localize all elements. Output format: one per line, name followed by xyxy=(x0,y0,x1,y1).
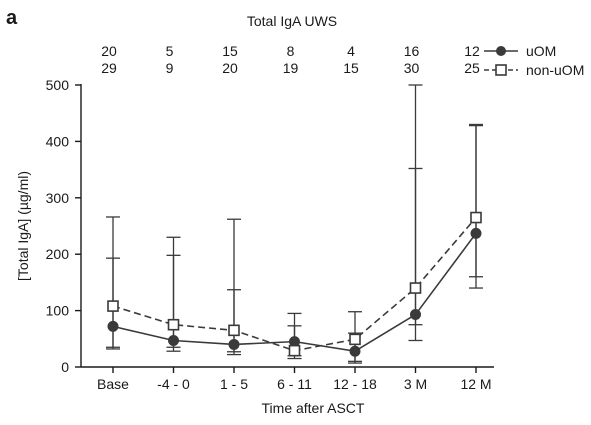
chart-title: Total IgA UWS xyxy=(247,13,337,29)
data-point-non-uom xyxy=(288,344,301,357)
data-point-uom xyxy=(410,309,421,321)
legend-marker xyxy=(496,46,506,56)
x-tick-label: Base xyxy=(97,376,129,392)
sample-count: 16 xyxy=(404,43,420,59)
legend-label: uOM xyxy=(526,43,556,59)
y-tick-label: 400 xyxy=(46,133,70,149)
legend-marker xyxy=(495,64,507,76)
data-point-non-uom xyxy=(167,318,180,331)
data-point-uom xyxy=(107,320,119,332)
sample-count: 5 xyxy=(166,43,174,59)
sample-count: 4 xyxy=(347,43,355,59)
data-point-uom xyxy=(228,338,240,350)
sample-count: 12 xyxy=(464,43,480,59)
sample-count: 15 xyxy=(222,43,238,59)
y-axis-label: [Total IgA] (µg/ml) xyxy=(15,171,31,281)
legend: uOM non-uOM xyxy=(484,43,584,78)
x-axis-label: Time after ASCT xyxy=(262,400,365,416)
sample-count: 25 xyxy=(464,60,480,76)
y-tick-label: 200 xyxy=(46,246,70,262)
data-point-non-uom xyxy=(409,282,422,294)
x-tick-label: 12 M xyxy=(460,376,491,392)
sample-count: 30 xyxy=(404,60,420,76)
sample-count: 8 xyxy=(287,43,295,59)
data-point-uom xyxy=(168,334,179,346)
data-point-uom xyxy=(470,227,482,239)
sample-count: 19 xyxy=(283,60,299,76)
sample-count: 29 xyxy=(101,60,117,76)
data-point-uom xyxy=(349,345,361,357)
x-tick-label: -4 - 0 xyxy=(157,376,190,392)
series-markers xyxy=(107,211,482,357)
y-tick-label: 500 xyxy=(46,77,70,93)
error-bars xyxy=(106,84,483,364)
y-tick-label: 300 xyxy=(46,190,70,206)
axes: 0 100 200 300 400 500 Base -4 - 0 1 - 5 6 - 11 12 … xyxy=(46,77,494,392)
data-point-non-uom xyxy=(349,333,361,346)
data-point-non-uom xyxy=(107,300,119,312)
x-tick-label: 3 M xyxy=(404,376,427,392)
x-tick-label: 6 - 11 xyxy=(277,376,312,392)
y-tick-label: 100 xyxy=(46,303,70,319)
sample-count: 20 xyxy=(222,60,238,76)
x-tick-label: 1 - 5 xyxy=(220,376,248,392)
data-point-non-uom xyxy=(470,211,482,224)
sample-count: 9 xyxy=(166,60,174,76)
data-point-non-uom xyxy=(228,324,240,337)
y-tick-label: 0 xyxy=(61,359,69,375)
sample-count: 20 xyxy=(101,43,117,59)
sample-count: 15 xyxy=(343,60,359,76)
legend-label: non-uOM xyxy=(526,62,584,78)
sample-counts: 20 5 15 8 4 16 12 29 9 20 19 15 30 25 xyxy=(101,43,480,76)
x-tick-label: 12 - 18 xyxy=(333,376,377,392)
panel-label: a xyxy=(6,7,18,29)
